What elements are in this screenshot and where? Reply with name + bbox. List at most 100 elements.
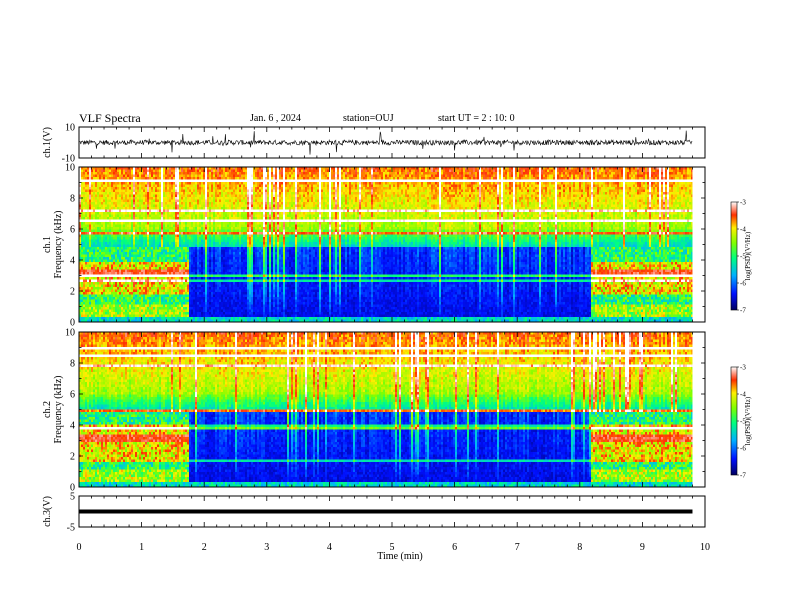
- spectrogram-cell: [231, 180, 233, 183]
- spectrogram-cell: [153, 185, 155, 188]
- spectrogram-cell: [233, 312, 235, 315]
- spectrogram-cell: [213, 205, 215, 208]
- spectrogram-cell: [203, 212, 205, 215]
- spectrogram-cell: [191, 202, 193, 205]
- spectrogram-cell: [185, 172, 187, 175]
- spectrogram-cell: [201, 272, 203, 275]
- spectrogram-cell: [131, 280, 133, 283]
- spectrogram-cell: [181, 225, 183, 228]
- spectrogram-cell: [91, 212, 93, 215]
- spectrogram-cell: [211, 292, 213, 295]
- spectrogram-cell: [141, 220, 143, 223]
- spectrogram-cell: [153, 247, 155, 250]
- spectrogram-cell: [99, 270, 101, 273]
- spectrogram-cell: [129, 287, 131, 290]
- spectrogram-cell: [219, 232, 221, 235]
- spectrogram-cell: [163, 292, 165, 295]
- spectrogram-cell: [133, 195, 135, 198]
- spectrogram-cell: [117, 197, 119, 200]
- spectrogram-cell: [155, 222, 157, 225]
- spectrogram-cell: [93, 272, 95, 275]
- spectrogram-cell: [185, 175, 187, 178]
- spectrogram-cell: [221, 260, 223, 263]
- spectrogram-cell: [139, 247, 141, 250]
- spectrogram-cell: [115, 287, 117, 290]
- spectrogram-cell: [133, 307, 135, 310]
- spectrogram-cell: [115, 240, 117, 243]
- spectrogram-cell: [203, 250, 205, 253]
- spectrogram-cell: [213, 212, 215, 215]
- spectrogram-cell: [201, 172, 203, 175]
- spectrogram-cell: [131, 302, 133, 305]
- spectrogram-cell: [103, 315, 105, 318]
- spectrogram-cell: [235, 270, 237, 273]
- spectrogram-cell: [141, 297, 143, 300]
- spectrogram-cell: [99, 250, 101, 253]
- spectrogram-cell: [235, 185, 237, 188]
- spectrogram-cell: [225, 197, 227, 200]
- spectrogram-cell: [111, 190, 113, 193]
- spectrogram-cell: [125, 260, 127, 263]
- spectrogram-cell: [83, 177, 85, 180]
- spectrogram-cell: [115, 222, 117, 225]
- spectrogram-cell: [227, 285, 229, 288]
- spectrogram-cell: [171, 237, 173, 240]
- spectrogram-cell: [87, 207, 89, 210]
- spectrogram-cell: [165, 195, 167, 198]
- spectrogram-cell: [151, 220, 153, 223]
- spectrogram-cell: [127, 172, 129, 175]
- spectrogram-cell: [85, 210, 87, 213]
- spectrogram-cell: [211, 297, 213, 300]
- spectrogram-cell: [123, 295, 125, 298]
- spectrogram-cell: [171, 267, 173, 270]
- spectrogram-cell: [231, 302, 233, 305]
- spectrogram-cell: [213, 192, 215, 195]
- spectrogram-cell: [97, 222, 99, 225]
- spectrogram-cell: [95, 260, 97, 263]
- spectrogram-cell: [207, 230, 209, 233]
- spectrogram-cell: [123, 277, 125, 280]
- spectrogram-cell: [227, 200, 229, 203]
- spectrogram-cell: [175, 302, 177, 305]
- spectrogram-cell: [147, 220, 149, 223]
- spectrogram-cell: [93, 247, 95, 250]
- spectrogram-cell: [185, 265, 187, 268]
- spectrogram-cell: [185, 275, 187, 278]
- spectrogram-cell: [125, 247, 127, 250]
- spectrogram-cell: [181, 215, 183, 218]
- spectrogram-cell: [91, 215, 93, 218]
- spectrogram-cell: [225, 245, 227, 248]
- spectrogram-cell: [87, 272, 89, 275]
- spectrogram-cell: [109, 270, 111, 273]
- spectrogram-cell: [235, 197, 237, 200]
- spectrogram-cell: [149, 212, 151, 215]
- spectrogram-cell: [227, 315, 229, 318]
- spectrogram-cell: [163, 200, 165, 203]
- spectrogram-cell: [147, 237, 149, 240]
- spectrogram-cell: [155, 200, 157, 203]
- spectrogram-cell: [223, 290, 225, 293]
- spectrogram-cell: [101, 197, 103, 200]
- spectrogram-cell: [157, 270, 159, 273]
- spectrogram-cell: [165, 252, 167, 255]
- spectrogram-cell: [169, 290, 171, 293]
- spectrogram-cell: [105, 215, 107, 218]
- spectrogram-cell: [215, 262, 217, 265]
- spectrogram-cell: [225, 232, 227, 235]
- spectrogram-cell: [83, 307, 85, 310]
- spectrogram-cell: [173, 212, 175, 215]
- spectrogram-cell: [135, 225, 137, 228]
- spectrogram-cell: [211, 310, 213, 313]
- spectrogram-cell: [219, 180, 221, 183]
- spectrogram-cell: [123, 185, 125, 188]
- spectrogram-cell: [133, 262, 135, 265]
- spectrogram-cell: [197, 267, 199, 270]
- spectrogram-cell: [233, 302, 235, 305]
- spectrogram-cell: [199, 212, 201, 215]
- spectrogram-cell: [83, 267, 85, 270]
- spectrogram-cell: [95, 282, 97, 285]
- spectrogram-cell: [235, 205, 237, 208]
- spectrogram-cell: [235, 232, 237, 235]
- spectrogram-cell: [149, 310, 151, 313]
- spectrogram-cell: [133, 172, 135, 175]
